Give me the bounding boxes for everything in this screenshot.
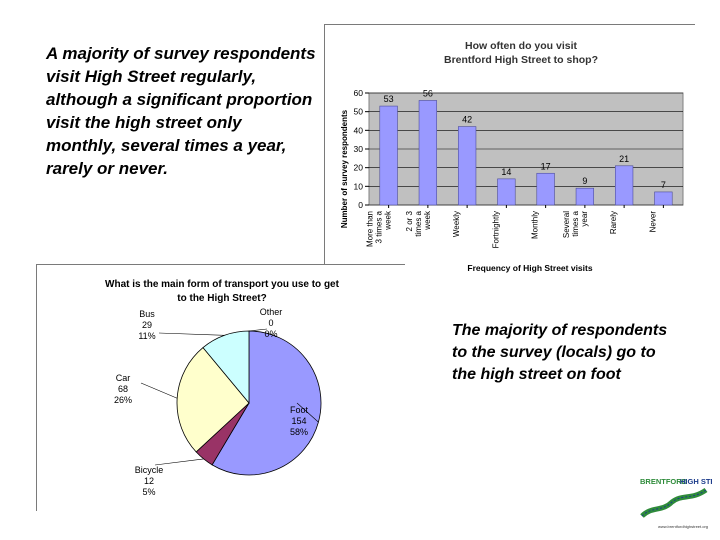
- x-tick-label: Fortnightly: [491, 211, 500, 248]
- y-tick-label: 50: [354, 107, 364, 117]
- logo-graphic: BRENTFORD HIGH STREET www.brentfordhighs…: [640, 477, 720, 529]
- x-tick-label-line: week: [423, 210, 432, 231]
- logo-url: www.brentfordhighstreet.org: [658, 524, 708, 529]
- side-text: The majority of respondents to the surve…: [452, 322, 668, 383]
- pie-slice-label: Other: [260, 307, 283, 317]
- x-tick-label-line: More than: [366, 211, 375, 247]
- x-tick-label-line: 2 or 3: [405, 210, 414, 231]
- y-tick-label: 40: [354, 125, 364, 135]
- pie-leader-line: [154, 458, 204, 466]
- chart-title-line: Brentford High Street to shop?: [444, 54, 598, 66]
- x-tick-label-line: year: [580, 211, 589, 227]
- x-axis-label: Frequency of High Street visits: [467, 263, 592, 273]
- x-tick-label: Never: [648, 211, 657, 233]
- visit-frequency-chart: How often do you visit Brentford High Str…: [340, 40, 684, 273]
- pie-title-line: to the High Street?: [177, 293, 266, 304]
- x-tick-label-line: Weekly: [452, 211, 461, 237]
- x-tick-label-line: Monthly: [531, 211, 540, 239]
- x-tick-label-line: week: [384, 210, 393, 231]
- x-tick-label-line: Several: [562, 211, 571, 238]
- brentford-high-street-logo: BRENTFORD HIGH STREET www.brentfordhighs…: [638, 472, 720, 532]
- bar-data-label: 56: [423, 88, 433, 98]
- x-tick-label-line: times a: [571, 210, 580, 236]
- bar: [418, 100, 438, 206]
- bar: [614, 165, 634, 206]
- x-tick-label-line: 3 times a: [375, 210, 384, 243]
- bar-data-label: 53: [384, 94, 394, 104]
- logo-swoosh-line-icon: [641, 489, 707, 517]
- bar: [457, 126, 477, 206]
- visit-frequency-chart-panel: How often do you visit Brentford High Str…: [324, 24, 695, 287]
- x-tick-label-line: times a: [414, 210, 423, 236]
- pie-slice: [211, 330, 322, 476]
- y-tick-label: 20: [354, 163, 364, 173]
- pie-title-line: What is the main form of transport you u…: [105, 279, 340, 290]
- x-tick-label: Weekly: [452, 211, 461, 237]
- pie-leader-line: [296, 402, 319, 423]
- bar: [536, 172, 555, 206]
- y-tick-label: 30: [354, 144, 364, 154]
- bar-data-label: 21: [619, 154, 629, 164]
- pie-slice-label: 26%: [114, 395, 132, 405]
- pie-slice: [202, 330, 250, 405]
- transport-pie-chart: What is the main form of transport you u…: [105, 279, 340, 497]
- x-tick-label-line: Never: [648, 211, 657, 233]
- logo-brand: BRENTFORD: [640, 477, 688, 486]
- y-tick-label: 10: [354, 181, 364, 191]
- y-tick-label: 60: [354, 88, 364, 98]
- pie-slice-label: 58%: [290, 427, 308, 437]
- x-tick-label-line: Fortnightly: [491, 211, 500, 248]
- y-tick-label: 0: [358, 200, 363, 210]
- pie-slice-label: Bicycle: [135, 465, 164, 475]
- pie-slice-label: 11%: [138, 331, 155, 341]
- x-tick-label: 2 or 3times aweek: [405, 210, 432, 237]
- x-tick-label: Monthly: [531, 211, 540, 239]
- bar: [379, 105, 398, 206]
- chart-title-line: How often do you visit: [465, 40, 578, 52]
- pie-slice-label: 29: [142, 320, 152, 330]
- bar-data-label: 9: [582, 176, 587, 186]
- logo-swoosh-icon: [640, 487, 708, 518]
- bar-data-label: 17: [541, 161, 551, 171]
- pie-slice-label: 154: [291, 416, 306, 426]
- pie-slice: [176, 347, 250, 453]
- pie-leader-line: [140, 382, 178, 399]
- bar: [497, 178, 516, 206]
- bar-data-label: 42: [462, 115, 472, 125]
- bar-data-label: 7: [661, 180, 666, 190]
- x-tick-label: More than3 times aweek: [366, 210, 393, 247]
- pie-slice-label: Bus: [139, 309, 155, 319]
- pie-leader-line: [248, 328, 268, 332]
- transport-chart-panel: What is the main form of transport you u…: [36, 264, 405, 511]
- pie-slice-label: 5%: [142, 487, 155, 497]
- pie-leader-line: [158, 332, 225, 336]
- logo-brand-2: HIGH STREET: [680, 477, 712, 486]
- bar: [654, 191, 673, 206]
- y-axis-label: Number of survey respondents: [340, 109, 349, 228]
- pie-slice-label: Car: [116, 373, 131, 383]
- pie-slice-label: Foot: [290, 405, 309, 415]
- pie-slice-label: 0%: [264, 329, 277, 339]
- pie-slice-label: 12: [144, 476, 154, 486]
- intro-text: A majority of survey respondents visit H…: [46, 44, 316, 178]
- x-tick-label-line: Rarely: [609, 211, 618, 234]
- x-tick-label: Rarely: [609, 211, 618, 234]
- pie-slice-label: 0: [268, 318, 273, 328]
- bar: [575, 187, 595, 206]
- pie-slice-label: 68: [118, 384, 128, 394]
- bar-data-label: 14: [501, 167, 511, 177]
- x-tick-label: Severaltimes ayear: [562, 210, 589, 238]
